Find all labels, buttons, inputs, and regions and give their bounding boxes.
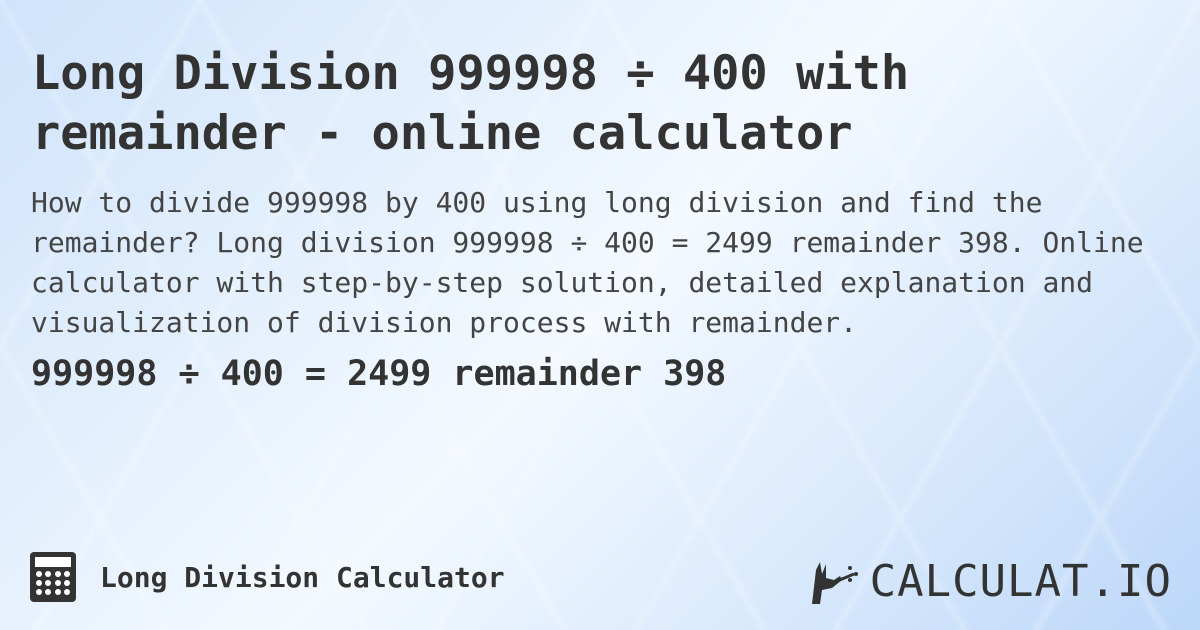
brand-name: CALCULAT.IO — [869, 556, 1172, 607]
result: 999998 ÷ 400 = 2499 remainder 398 — [31, 354, 727, 394]
calculator-link[interactable]: Long Division Calculator — [30, 552, 505, 602]
brand-logo[interactable]: CALCULAT.IO — [810, 556, 1172, 607]
page-title: Long Division 999998 ÷ 400 with remainde… — [32, 46, 910, 161]
hand-wand-icon — [811, 561, 858, 604]
calculator-name: Long Division Calculator — [100, 560, 505, 594]
calculator-icon — [30, 552, 76, 602]
description: How to divide 999998 by 400 using long d… — [31, 186, 1144, 339]
